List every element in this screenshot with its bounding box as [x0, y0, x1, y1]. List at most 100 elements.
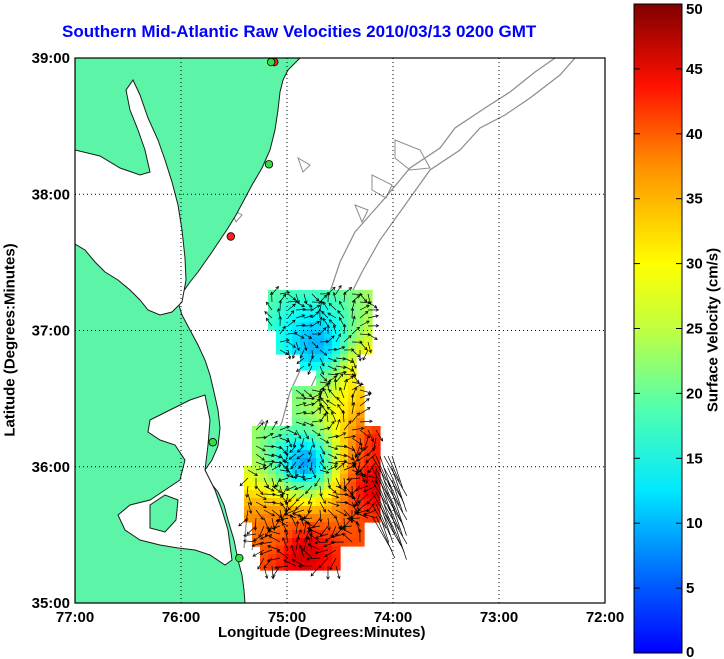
- velocity-arrowhead: [293, 431, 298, 435]
- velocity-arrow: [287, 303, 296, 311]
- velocity-arrow: [295, 308, 306, 311]
- velocity-cell: [364, 458, 373, 467]
- velocity-arrowhead: [280, 502, 285, 506]
- velocity-arrowhead: [316, 304, 321, 308]
- velocity-arrow: [302, 477, 313, 480]
- velocity-arrow: [346, 477, 361, 480]
- velocity-arrow: [307, 365, 313, 375]
- velocity-arrow: [263, 557, 273, 569]
- velocity-arrow: [263, 433, 274, 439]
- velocity-arrow: [391, 455, 404, 489]
- velocity-arrowhead: [362, 473, 366, 478]
- velocity-arrow: [323, 541, 337, 547]
- velocity-arrow: [319, 327, 327, 335]
- y-axis-label: Latitude (Degrees:Minutes): [1, 243, 19, 437]
- velocity-cell: [356, 458, 365, 467]
- velocity-arrow: [343, 335, 352, 343]
- velocity-arrow: [366, 501, 377, 512]
- velocity-arrowhead: [298, 544, 303, 549]
- velocity-arrowhead: [252, 537, 257, 542]
- velocity-cell: [324, 434, 333, 443]
- velocity-cell: [340, 418, 349, 427]
- velocity-arrowhead: [307, 509, 311, 514]
- velocity-arrow: [279, 291, 290, 295]
- velocity-arrow: [359, 320, 370, 327]
- velocity-arrow: [359, 293, 367, 303]
- velocity-cell: [308, 474, 317, 483]
- velocity-arrowhead: [356, 379, 360, 384]
- velocity-arrowhead: [320, 397, 324, 402]
- radar-stations: [208, 57, 279, 563]
- velocity-arrowhead: [270, 432, 274, 437]
- velocity-cell: [284, 546, 293, 555]
- velocity-arrow: [303, 341, 307, 351]
- velocity-arrow: [260, 533, 273, 540]
- velocity-arrow: [336, 397, 345, 407]
- velocity-arrow: [367, 301, 377, 308]
- velocity-arrow: [302, 469, 305, 479]
- velocity-cell: [348, 386, 357, 395]
- velocity-cell: [276, 530, 285, 539]
- velocity-arrow: [263, 477, 269, 488]
- velocity-arrow: [357, 501, 369, 511]
- velocity-arrow: [351, 427, 364, 431]
- velocity-arrowhead: [308, 451, 312, 456]
- velocity-arrowhead: [280, 518, 284, 523]
- velocity-arrow: [271, 485, 281, 493]
- velocity-arrowhead: [307, 543, 312, 547]
- velocity-arrow: [330, 525, 337, 538]
- velocity-cell: [348, 322, 357, 331]
- velocity-arrow: [326, 411, 329, 423]
- velocity-cell: [308, 442, 317, 451]
- velocity-cell: [300, 354, 309, 363]
- velocity-arrow: [328, 319, 337, 327]
- velocity-arrow: [327, 357, 337, 362]
- velocity-arrow: [303, 293, 307, 304]
- sound-water: [117, 394, 233, 566]
- velocity-arrow: [287, 429, 297, 435]
- velocity-arrow: [310, 565, 321, 577]
- velocity-arrowhead: [315, 311, 320, 315]
- velocity-arrowhead: [310, 572, 315, 577]
- velocity-cell: [292, 402, 301, 411]
- velocity-arrowhead: [264, 311, 268, 315]
- velocity-cell: [292, 498, 301, 507]
- velocity-arrow: [321, 311, 329, 319]
- velocity-cell: [332, 298, 341, 307]
- velocity-arrowhead: [337, 403, 341, 408]
- velocity-arrowhead: [367, 332, 372, 337]
- velocity-arrow: [319, 317, 322, 327]
- velocity-cell: [372, 442, 381, 451]
- colorbar-label: Surface Velocity (cm/s): [704, 247, 722, 412]
- velocity-arrow: [328, 303, 337, 311]
- velocity-arrowhead: [369, 419, 373, 424]
- station-marker: [208, 438, 217, 447]
- velocity-arrowhead: [273, 525, 278, 530]
- velocity-arrow: [367, 445, 377, 456]
- velocity-arrow: [356, 521, 361, 535]
- velocity-arrow: [254, 517, 257, 531]
- velocity-cell: [316, 474, 325, 483]
- velocity-arrow: [271, 453, 282, 458]
- velocity-arrowhead: [335, 434, 339, 438]
- velocity-arrow: [292, 349, 297, 359]
- velocity-cell: [372, 482, 381, 491]
- velocity-cell: [340, 538, 349, 547]
- velocity-arrow: [391, 503, 404, 537]
- velocity-arrow: [311, 293, 319, 302]
- velocity-arrowhead: [295, 520, 300, 525]
- velocity-arrowhead: [349, 517, 354, 521]
- y-tick-label: 36:00: [32, 459, 70, 476]
- velocity-cell: [284, 322, 293, 331]
- velocity-arrow: [319, 509, 322, 522]
- velocity-arrowhead: [363, 489, 367, 493]
- velocity-arrow: [375, 491, 396, 535]
- velocity-arrow: [295, 402, 306, 407]
- velocity-cell: [324, 538, 333, 547]
- velocity-arrow: [285, 493, 289, 505]
- velocity-arrow: [253, 533, 265, 541]
- velocity-arrow: [335, 373, 344, 383]
- velocity-arrowhead: [252, 553, 257, 557]
- velocity-cell: [332, 402, 341, 411]
- velocity-arrowhead: [321, 362, 325, 367]
